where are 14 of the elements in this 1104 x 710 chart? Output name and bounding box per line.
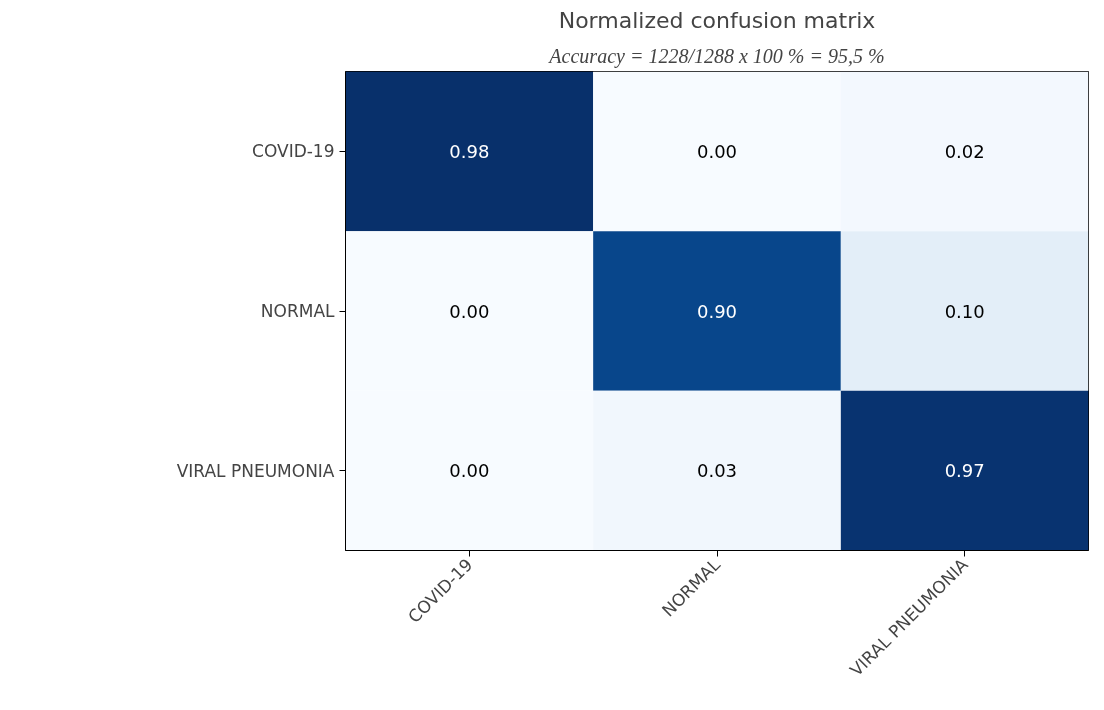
y-tick-label: COVID-19	[252, 141, 335, 162]
data-label: 0.00	[449, 460, 490, 482]
data-label: 0.98	[449, 140, 490, 162]
chart-title: Normalized confusion matrix	[558, 7, 876, 33]
data-label: 0.97	[944, 460, 985, 482]
y-tick-label: VIRAL PNEUMONIA	[176, 460, 335, 481]
data-label: 0.10	[944, 300, 985, 322]
text: Accuracy = 1228/1288 x 100 % = 95,5 %	[547, 44, 885, 68]
y-tick-label: NORMAL	[260, 301, 336, 321]
data-label: 0.03	[696, 460, 738, 482]
data-label: 0.02	[944, 140, 985, 162]
data-label: 0.90	[696, 300, 738, 322]
data-label: 0.00	[696, 140, 738, 162]
data-label: 0.00	[449, 300, 490, 322]
